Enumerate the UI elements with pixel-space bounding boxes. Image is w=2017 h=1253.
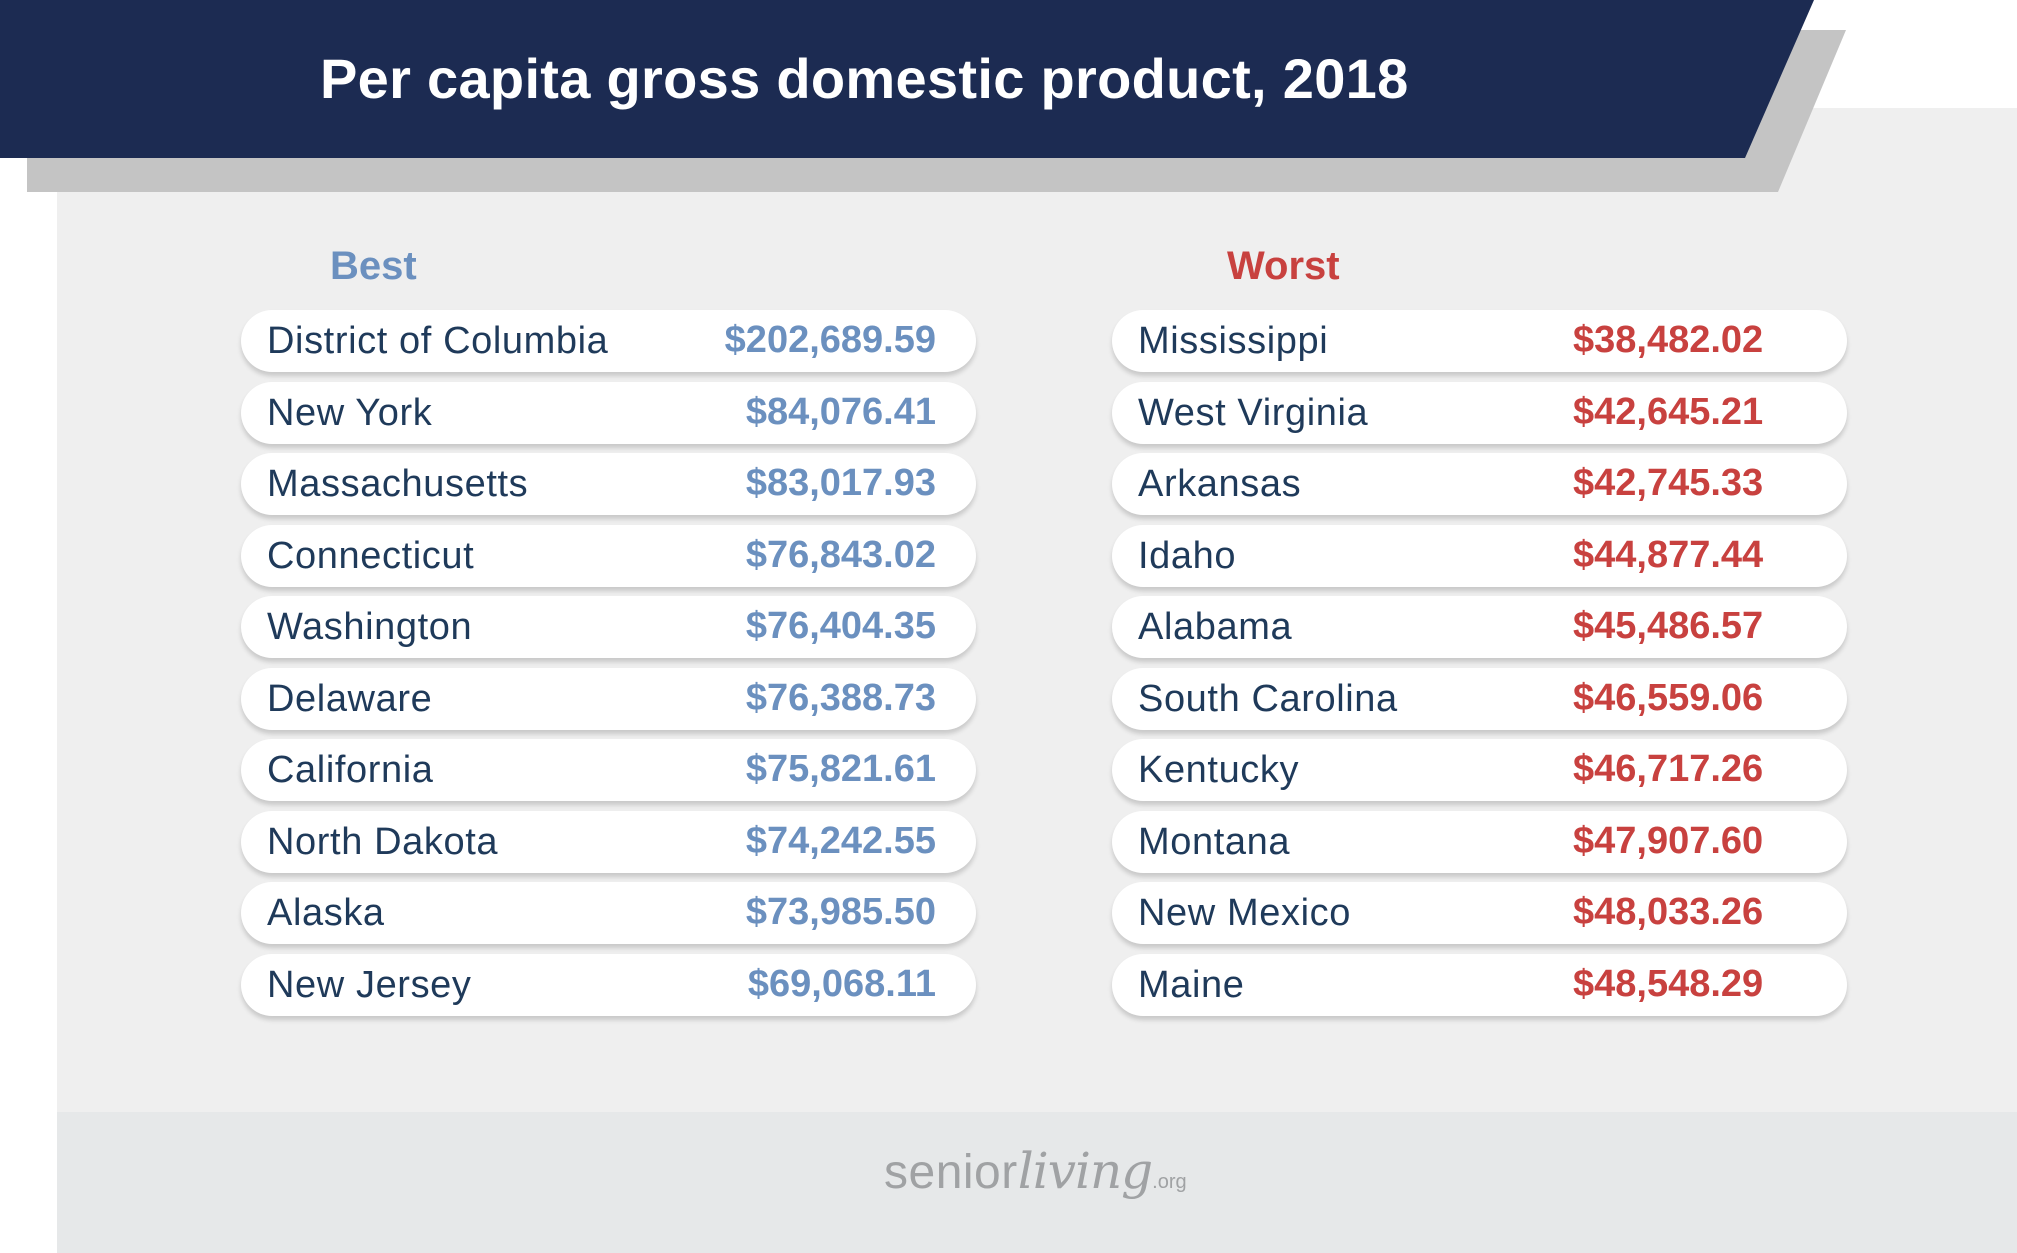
state-name: California xyxy=(267,749,434,791)
logo-secondary: living xyxy=(1017,1142,1153,1200)
best-row: District of Columbia $202,689.59 xyxy=(241,310,976,372)
state-name: Maine xyxy=(1138,963,1245,1006)
gdp-value: $83,017.93 xyxy=(745,462,936,504)
best-row: California $75,821.61 xyxy=(241,739,976,801)
best-row: Alaska $73,985.50 xyxy=(241,882,976,944)
best-row: New Jersey $69,068.11 xyxy=(241,953,976,1016)
best-row: North Dakota $74,242.55 xyxy=(241,810,976,873)
state-name: New Mexico xyxy=(1138,892,1351,934)
best-heading: Best xyxy=(330,244,417,288)
state-name: South Carolina xyxy=(1138,677,1398,720)
state-name: New Jersey xyxy=(267,963,472,1006)
gdp-value: $76,404.35 xyxy=(745,605,936,647)
best-row: New York $84,076.41 xyxy=(241,381,976,444)
state-name: Idaho xyxy=(1138,534,1237,577)
title-banner xyxy=(0,0,1846,192)
banner-background xyxy=(0,0,1814,158)
worst-row: New Mexico $48,033.26 xyxy=(1112,882,1847,944)
gdp-value: $44,877.44 xyxy=(1573,533,1764,576)
gdp-value: $74,242.55 xyxy=(745,819,936,862)
worst-row: South Carolina $46,559.06 xyxy=(1112,667,1847,730)
gdp-value: $69,068.11 xyxy=(747,962,936,1005)
state-name: Connecticut xyxy=(267,534,475,577)
best-row: Delaware $76,388.73 xyxy=(241,667,976,730)
chart-title: Per capita gross domestic product, 2018 xyxy=(320,47,1409,110)
worst-row: Idaho $44,877.44 xyxy=(1112,524,1847,587)
gdp-value: $76,843.02 xyxy=(745,533,936,576)
gdp-value: $46,559.06 xyxy=(1573,676,1764,719)
gdp-value: $42,745.33 xyxy=(1573,462,1764,504)
gdp-value: $76,388.73 xyxy=(745,676,936,719)
worst-row: Mississippi $38,482.02 xyxy=(1112,310,1847,372)
state-name: West Virginia xyxy=(1138,391,1369,434)
best-list: District of Columbia $202,689.59 New York $… xyxy=(241,310,976,1025)
footer-band xyxy=(57,1112,2017,1253)
worst-row: West Virginia $42,645.21 xyxy=(1112,381,1847,444)
gdp-value: $73,985.50 xyxy=(745,891,936,933)
logo-suffix: .org xyxy=(1152,1171,1187,1193)
state-name: Montana xyxy=(1138,820,1291,863)
logo-primary: senior xyxy=(884,1146,1018,1199)
gdp-value: $202,689.59 xyxy=(724,319,936,361)
worst-row: Montana $47,907.60 xyxy=(1112,810,1847,873)
state-name: Alabama xyxy=(1138,606,1293,648)
state-name: Alaska xyxy=(267,892,385,934)
gdp-value: $45,486.57 xyxy=(1573,605,1764,647)
gdp-value: $42,645.21 xyxy=(1573,390,1764,433)
gdp-value: $48,548.29 xyxy=(1573,962,1764,1005)
gdp-value: $48,033.26 xyxy=(1573,891,1764,933)
state-name: Mississippi xyxy=(1138,320,1329,362)
gdp-value: $46,717.26 xyxy=(1573,748,1764,790)
state-name: Kentucky xyxy=(1138,749,1300,791)
state-name: District of Columbia xyxy=(267,320,609,362)
state-name: Washington xyxy=(267,606,473,648)
gdp-value: $38,482.02 xyxy=(1573,319,1764,361)
worst-row: Alabama $45,486.57 xyxy=(1112,596,1847,658)
gdp-value: $47,907.60 xyxy=(1573,819,1764,862)
state-name: North Dakota xyxy=(267,820,499,863)
worst-row: Kentucky $46,717.26 xyxy=(1112,739,1847,801)
gdp-value: $75,821.61 xyxy=(745,748,936,790)
state-name: Arkansas xyxy=(1138,463,1302,505)
seniorliving-logo: seniorliving.org xyxy=(884,1142,1187,1222)
best-row: Washington $76,404.35 xyxy=(241,596,976,658)
gdp-value: $84,076.41 xyxy=(745,390,936,433)
best-row: Massachusetts $83,017.93 xyxy=(241,453,976,515)
worst-row: Maine $48,548.29 xyxy=(1112,953,1847,1016)
best-row: Connecticut $76,843.02 xyxy=(241,524,976,587)
worst-heading: Worst xyxy=(1227,244,1340,288)
worst-list: Mississippi $38,482.02 West Virginia $42,64… xyxy=(1112,310,1847,1025)
state-name: Massachusetts xyxy=(267,463,529,505)
state-name: New York xyxy=(267,391,433,434)
worst-row: Arkansas $42,745.33 xyxy=(1112,453,1847,515)
state-name: Delaware xyxy=(267,677,433,720)
